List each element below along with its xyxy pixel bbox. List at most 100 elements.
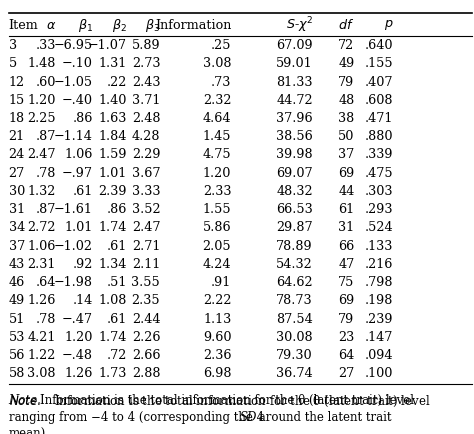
Text: 3.71: 3.71	[132, 94, 160, 107]
Text: 5: 5	[9, 57, 17, 70]
Text: 44: 44	[338, 185, 355, 198]
Text: 21: 21	[9, 130, 25, 143]
Text: $\beta_3$: $\beta_3$	[145, 16, 160, 34]
Text: 48: 48	[338, 94, 355, 107]
Text: .608: .608	[365, 94, 393, 107]
Text: $\it{Note}$$.$   Information is the total information for the θ (latent trait) l: $\it{Note}$$.$ Information is the total …	[9, 394, 430, 409]
Text: 46: 46	[9, 276, 25, 289]
Text: .155: .155	[365, 57, 393, 70]
Text: $p$: $p$	[384, 18, 393, 32]
Text: 1.20: 1.20	[64, 331, 93, 344]
Text: 1.34: 1.34	[99, 258, 127, 271]
Text: 1.26: 1.26	[27, 294, 56, 307]
Text: .475: .475	[365, 167, 393, 180]
Text: 3: 3	[9, 39, 17, 52]
Text: SD: SD	[240, 411, 257, 424]
Text: 2.26: 2.26	[132, 331, 160, 344]
Text: −.48: −.48	[62, 349, 93, 362]
Text: 37: 37	[338, 148, 355, 161]
Text: 1.74: 1.74	[99, 221, 127, 234]
Text: 2.44: 2.44	[132, 312, 160, 326]
Text: 2.36: 2.36	[203, 349, 231, 362]
Text: .524: .524	[365, 221, 393, 234]
Text: mean).: mean).	[9, 428, 49, 434]
Text: .880: .880	[365, 130, 393, 143]
Text: 1.20: 1.20	[27, 94, 56, 107]
Text: −1.14: −1.14	[54, 130, 93, 143]
Text: −6.95: −6.95	[54, 39, 93, 52]
Text: −.97: −.97	[62, 167, 93, 180]
Text: 2.71: 2.71	[132, 240, 160, 253]
Text: 3.52: 3.52	[132, 203, 160, 216]
Text: 69: 69	[338, 167, 355, 180]
Text: 72: 72	[338, 39, 355, 52]
Text: 66.53: 66.53	[276, 203, 313, 216]
Text: 2.43: 2.43	[132, 76, 160, 89]
Text: 2.05: 2.05	[203, 240, 231, 253]
Text: 64: 64	[338, 349, 355, 362]
Text: .339: .339	[365, 148, 393, 161]
Text: 5.86: 5.86	[203, 221, 231, 234]
Text: 2.35: 2.35	[132, 294, 160, 307]
Text: 2.31: 2.31	[27, 258, 56, 271]
Text: around the latent trait: around the latent trait	[255, 411, 392, 424]
Text: 1.22: 1.22	[27, 349, 56, 362]
Text: 78.89: 78.89	[276, 240, 313, 253]
Text: 49: 49	[338, 57, 355, 70]
Text: 51: 51	[9, 312, 25, 326]
Text: 3.08: 3.08	[203, 57, 231, 70]
Text: 36.74: 36.74	[276, 367, 313, 380]
Text: 1.84: 1.84	[99, 130, 127, 143]
Text: 1.40: 1.40	[99, 94, 127, 107]
Text: .87: .87	[36, 203, 56, 216]
Text: .73: .73	[211, 76, 231, 89]
Text: 48.32: 48.32	[276, 185, 313, 198]
Text: 1.45: 1.45	[203, 130, 231, 143]
Text: .33: .33	[36, 39, 56, 52]
Text: 1.55: 1.55	[203, 203, 231, 216]
Text: Information is the total information for the θ (latent trait) level: Information is the total information for…	[40, 394, 414, 407]
Text: 4.21: 4.21	[27, 331, 56, 344]
Text: 1.63: 1.63	[99, 112, 127, 125]
Text: 78.73: 78.73	[276, 294, 313, 307]
Text: .198: .198	[365, 294, 393, 307]
Text: 43: 43	[9, 258, 25, 271]
Text: .471: .471	[365, 112, 393, 125]
Text: $\beta_2$: $\beta_2$	[112, 16, 127, 34]
Text: .216: .216	[365, 258, 393, 271]
Text: 1.13: 1.13	[203, 312, 231, 326]
Text: 1.06: 1.06	[27, 240, 56, 253]
Text: 30.08: 30.08	[276, 331, 313, 344]
Text: .293: .293	[365, 203, 393, 216]
Text: 69: 69	[338, 294, 355, 307]
Text: 2.47: 2.47	[27, 148, 56, 161]
Text: −1.05: −1.05	[54, 76, 93, 89]
Text: .303: .303	[365, 185, 393, 198]
Text: 56: 56	[9, 349, 25, 362]
Text: .61: .61	[73, 185, 93, 198]
Text: 2.73: 2.73	[132, 57, 160, 70]
Text: $df$: $df$	[338, 18, 355, 32]
Text: 47: 47	[338, 258, 355, 271]
Text: .86: .86	[73, 112, 93, 125]
Text: 1.48: 1.48	[27, 57, 56, 70]
Text: 66: 66	[338, 240, 355, 253]
Text: 4.75: 4.75	[203, 148, 231, 161]
Text: 27: 27	[338, 367, 355, 380]
Text: Information: Information	[155, 19, 231, 32]
Text: 1.26: 1.26	[64, 367, 93, 380]
Text: 2.48: 2.48	[132, 112, 160, 125]
Text: .78: .78	[36, 167, 56, 180]
Text: 39.98: 39.98	[276, 148, 313, 161]
Text: 1.32: 1.32	[27, 185, 56, 198]
Text: 15: 15	[9, 94, 25, 107]
Text: 4.28: 4.28	[132, 130, 160, 143]
Text: .239: .239	[365, 312, 393, 326]
Text: 38.56: 38.56	[276, 130, 313, 143]
Text: 24: 24	[9, 148, 25, 161]
Text: 59.01: 59.01	[276, 57, 313, 70]
Text: .798: .798	[365, 276, 393, 289]
Text: .78: .78	[36, 312, 56, 326]
Text: 2.88: 2.88	[132, 367, 160, 380]
Text: 75: 75	[338, 276, 355, 289]
